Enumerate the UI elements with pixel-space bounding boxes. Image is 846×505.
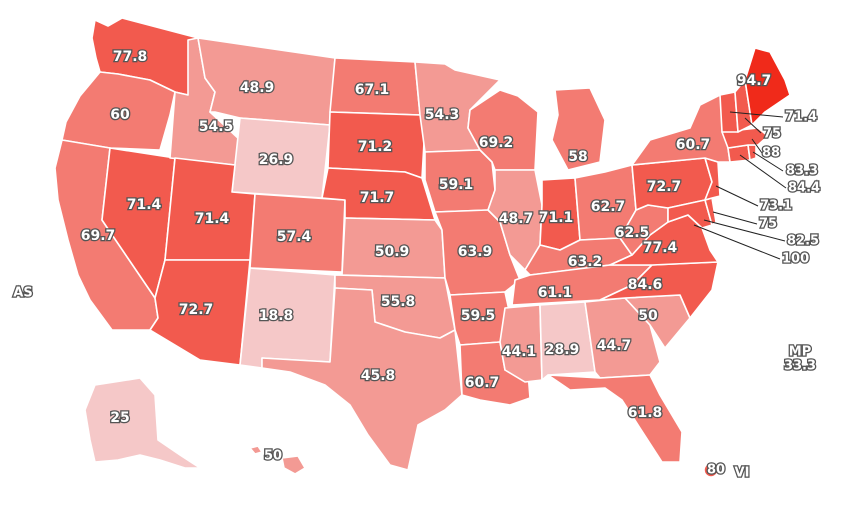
label-KY: 63.2 — [568, 254, 603, 270]
label-OK: 55.8 — [381, 294, 416, 310]
label-VT: 71.4 — [785, 110, 817, 125]
leader-RI — [752, 151, 784, 172]
leader-DC — [693, 224, 781, 260]
leader-MA — [751, 138, 763, 154]
label-RI: 83.3 — [786, 164, 818, 179]
label-AL: 28.9 — [545, 342, 580, 358]
label-AS-code: AS — [13, 286, 32, 301]
label-AK: 25 — [110, 410, 129, 426]
label-PA: 72.7 — [647, 179, 682, 195]
state-TX[interactable] — [261, 287, 463, 471]
label-IA: 59.1 — [439, 177, 474, 193]
label-MA: 88 — [762, 146, 780, 161]
label-NC: 84.6 — [628, 277, 663, 293]
label-MP-code: MP — [789, 345, 811, 360]
label-NM: 18.8 — [259, 308, 294, 324]
leader-NH — [744, 117, 762, 134]
label-MI: 58 — [568, 149, 587, 165]
label-TX: 45.8 — [361, 368, 396, 384]
label-MN: 54.3 — [425, 107, 460, 123]
territory-VI-marker[interactable] — [703, 462, 719, 478]
label-FL: 61.8 — [628, 405, 663, 421]
label-NE: 71.7 — [360, 190, 395, 206]
label-NY: 60.7 — [676, 137, 711, 153]
label-WV: 62.5 — [615, 225, 650, 241]
label-WY: 26.9 — [259, 152, 294, 168]
label-MO: 63.9 — [458, 244, 493, 260]
callout-leaders — [693, 111, 787, 260]
label-VI-code: VI — [735, 466, 750, 481]
label-CA: 69.7 — [81, 228, 116, 244]
label-KS: 50.9 — [375, 244, 410, 260]
label-OR: 60 — [110, 107, 130, 123]
label-CT: 84.4 — [788, 181, 820, 196]
state-AK[interactable] — [84, 377, 201, 469]
label-HI: 50 — [264, 449, 282, 464]
state-HI[interactable] — [249, 445, 306, 475]
label-MP-value: 33.3 — [784, 359, 816, 374]
leader-DE — [712, 211, 758, 225]
label-NJ: 73.1 — [760, 199, 792, 214]
label-OH: 62.7 — [591, 199, 626, 215]
label-WI: 69.2 — [479, 135, 514, 151]
state-NC[interactable] — [599, 261, 719, 319]
leader-CT — [739, 154, 787, 189]
label-IN: 71.1 — [539, 210, 574, 226]
label-DC: 100 — [782, 252, 809, 267]
label-WA: 77.8 — [113, 49, 148, 65]
state-IL[interactable] — [487, 169, 543, 271]
leader-MD — [703, 219, 786, 242]
label-ND: 67.1 — [355, 82, 390, 98]
label-AZ: 72.7 — [179, 302, 214, 318]
label-MT: 48.9 — [240, 80, 275, 96]
state-ME[interactable] — [744, 47, 791, 126]
state-MI[interactable] — [551, 87, 606, 171]
label-MS: 44.1 — [502, 344, 537, 360]
label-SC: 50 — [638, 308, 658, 324]
state-FL[interactable] — [547, 374, 683, 463]
label-DE: 75 — [759, 217, 777, 232]
label-ME: 94.7 — [737, 73, 772, 89]
label-UT: 71.4 — [195, 211, 230, 227]
label-VA: 77.4 — [643, 240, 678, 256]
label-LA: 60.7 — [465, 375, 500, 391]
label-ID: 54.5 — [199, 119, 234, 135]
value-labels: 77.8 60 69.7 71.4 54.5 48.9 26.9 71.4 72… — [12, 48, 821, 482]
state-RI[interactable] — [747, 144, 757, 161]
label-TN: 61.1 — [538, 285, 573, 301]
label-GA: 44.7 — [597, 338, 632, 354]
label-NV: 71.4 — [127, 197, 162, 213]
label-CO: 57.4 — [277, 229, 312, 245]
leader-VT — [729, 111, 784, 118]
label-AR: 59.5 — [461, 308, 496, 324]
label-MD: 82.5 — [787, 234, 819, 249]
state-NY[interactable] — [631, 94, 731, 166]
label-SD: 71.2 — [358, 139, 393, 155]
label-IL: 48.7 — [499, 211, 534, 227]
state-OR[interactable] — [61, 71, 176, 151]
label-VI-value: 80 — [707, 463, 725, 478]
state-AL[interactable] — [539, 301, 596, 381]
leader-NJ — [715, 185, 759, 207]
label-NH: 75 — [763, 127, 781, 142]
state-MA[interactable] — [721, 127, 769, 149]
states-layer — [54, 17, 791, 478]
